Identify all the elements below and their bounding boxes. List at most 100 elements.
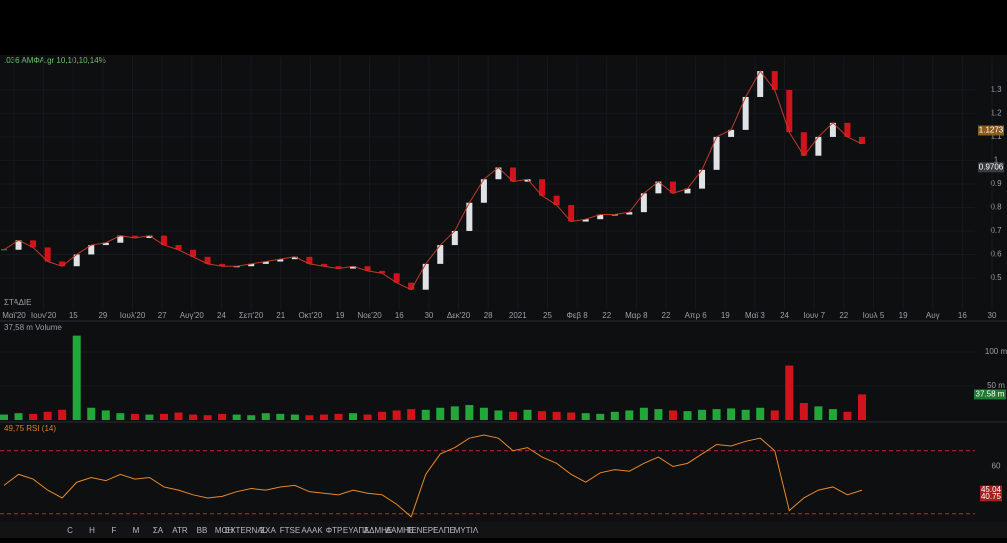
volume-bar bbox=[290, 414, 299, 420]
volume-bar bbox=[596, 413, 605, 420]
toolbar-button[interactable]: ΣΑ bbox=[153, 526, 164, 535]
toolbar-button[interactable]: ΕΛΠΕ bbox=[433, 526, 455, 535]
volume-bar bbox=[43, 411, 52, 420]
candle bbox=[466, 202, 473, 231]
volume-bar bbox=[436, 407, 445, 420]
price-marker-label: 0.9706 bbox=[979, 162, 1004, 171]
candle bbox=[15, 240, 22, 250]
volume-bar bbox=[494, 410, 503, 420]
x-tick-label: 21 bbox=[276, 311, 285, 320]
candle bbox=[669, 181, 676, 194]
toolbar-button[interactable]: ΑΔΜΗΕ bbox=[364, 526, 392, 535]
volume-bar bbox=[639, 407, 648, 420]
toolbar-button[interactable]: ΕΥΑΠΣ bbox=[343, 526, 369, 535]
top-bar bbox=[0, 0, 1007, 55]
x-tick-label: 30 bbox=[988, 311, 997, 320]
toolbar-button[interactable]: ATR bbox=[172, 526, 188, 535]
volume-bar bbox=[72, 335, 81, 420]
x-tick-label: 16 bbox=[395, 311, 404, 320]
x-tick-label: Μαϊ'20 bbox=[2, 311, 26, 320]
volume-bar bbox=[683, 411, 692, 420]
rsi-title: 49,75 RSI (14) bbox=[4, 424, 56, 433]
candle bbox=[742, 96, 749, 130]
toolbar-button[interactable]: FTSE bbox=[280, 526, 300, 535]
volume-bar bbox=[174, 412, 183, 420]
candle bbox=[393, 273, 400, 283]
price-tick-label: 0.8 bbox=[990, 203, 1002, 212]
candle bbox=[379, 270, 386, 274]
volume-bar bbox=[567, 412, 576, 420]
x-tick-label: Σεπ'20 bbox=[239, 311, 264, 320]
toolbar-button[interactable]: MCH bbox=[215, 526, 233, 535]
toolbar-button[interactable]: BB bbox=[197, 526, 208, 535]
volume-bar bbox=[218, 413, 227, 420]
candle bbox=[771, 71, 778, 90]
x-tick-label: 30 bbox=[424, 311, 433, 320]
toolbar-button[interactable]: ΜΥΤΙΛ bbox=[454, 526, 479, 535]
toolbar-button[interactable]: F bbox=[112, 526, 117, 535]
candle bbox=[626, 212, 633, 215]
volume-bar bbox=[727, 408, 736, 420]
candle bbox=[102, 242, 109, 246]
toolbar-button[interactable]: ΔΑΜΗΕ bbox=[386, 526, 414, 535]
volume-bar bbox=[378, 411, 387, 420]
candle bbox=[713, 136, 720, 170]
volume-bar bbox=[523, 409, 532, 420]
toolbar-button[interactable]: ΦΤΡ bbox=[326, 526, 343, 535]
candle bbox=[204, 256, 211, 264]
candle bbox=[568, 205, 575, 222]
candle bbox=[88, 245, 95, 255]
volume-tick-label: 100 m bbox=[985, 347, 1007, 356]
x-tick-label: Ιουλ'20 bbox=[120, 311, 146, 320]
toolbar bbox=[0, 522, 1007, 538]
rsi-marker-label: 40.75 bbox=[981, 492, 1002, 501]
toolbar-button[interactable]: ΤΕΝΕΡΓ bbox=[406, 526, 438, 535]
volume-bar bbox=[465, 405, 474, 420]
volume-bar bbox=[101, 410, 110, 420]
volume-bar bbox=[145, 414, 154, 420]
volume-bar bbox=[349, 413, 358, 420]
toolbar-button[interactable]: M bbox=[133, 526, 140, 535]
candle bbox=[190, 249, 197, 257]
candle bbox=[117, 235, 124, 243]
candle bbox=[815, 136, 822, 156]
candle bbox=[364, 266, 371, 271]
candle bbox=[44, 247, 51, 262]
symbol-label: .036 ΑΜΦΑ.gr 10,10,10,14% bbox=[4, 56, 106, 65]
candle bbox=[306, 256, 313, 264]
volume-bar bbox=[319, 414, 328, 420]
volume-bar bbox=[392, 410, 401, 420]
volume-bar bbox=[785, 365, 794, 420]
x-tick-label: 2021 bbox=[509, 311, 527, 320]
x-tick-label: Μαϊ 3 bbox=[745, 311, 765, 320]
toolbar-button[interactable]: ΣΧΑ bbox=[260, 526, 276, 535]
volume-bar bbox=[363, 414, 372, 420]
price-line bbox=[3, 70, 863, 291]
price-tick-label: 1.2 bbox=[990, 109, 1002, 118]
candle bbox=[350, 266, 357, 269]
candle bbox=[291, 256, 298, 260]
volume-bar bbox=[479, 407, 488, 420]
volume-bar bbox=[770, 410, 779, 420]
price-marker-label: 1.1273 bbox=[979, 126, 1004, 135]
toolbar-button[interactable]: H bbox=[89, 526, 95, 535]
volume-bar bbox=[421, 409, 430, 420]
price-tick-label: 1.3 bbox=[990, 85, 1002, 94]
rsi-tick-label: 60 bbox=[992, 462, 1001, 471]
volume-bar bbox=[668, 410, 677, 420]
volume-bar bbox=[552, 411, 561, 420]
volume-bar bbox=[858, 394, 866, 420]
price-tick-label: 0.9 bbox=[990, 179, 1002, 188]
candle bbox=[480, 179, 487, 203]
toolbar-button[interactable]: C bbox=[67, 526, 73, 535]
toolbar-button[interactable]: EXTERNAL bbox=[225, 526, 268, 535]
toolbar-button[interactable]: AAAK bbox=[301, 526, 323, 535]
volume-bar bbox=[58, 409, 67, 420]
candle bbox=[59, 261, 66, 267]
volume-bar bbox=[538, 411, 547, 420]
volume-bar bbox=[14, 413, 23, 420]
candle bbox=[786, 89, 793, 133]
volume-tick-label: 50 m bbox=[987, 381, 1005, 390]
x-tick-label: Αυγ bbox=[926, 311, 940, 320]
